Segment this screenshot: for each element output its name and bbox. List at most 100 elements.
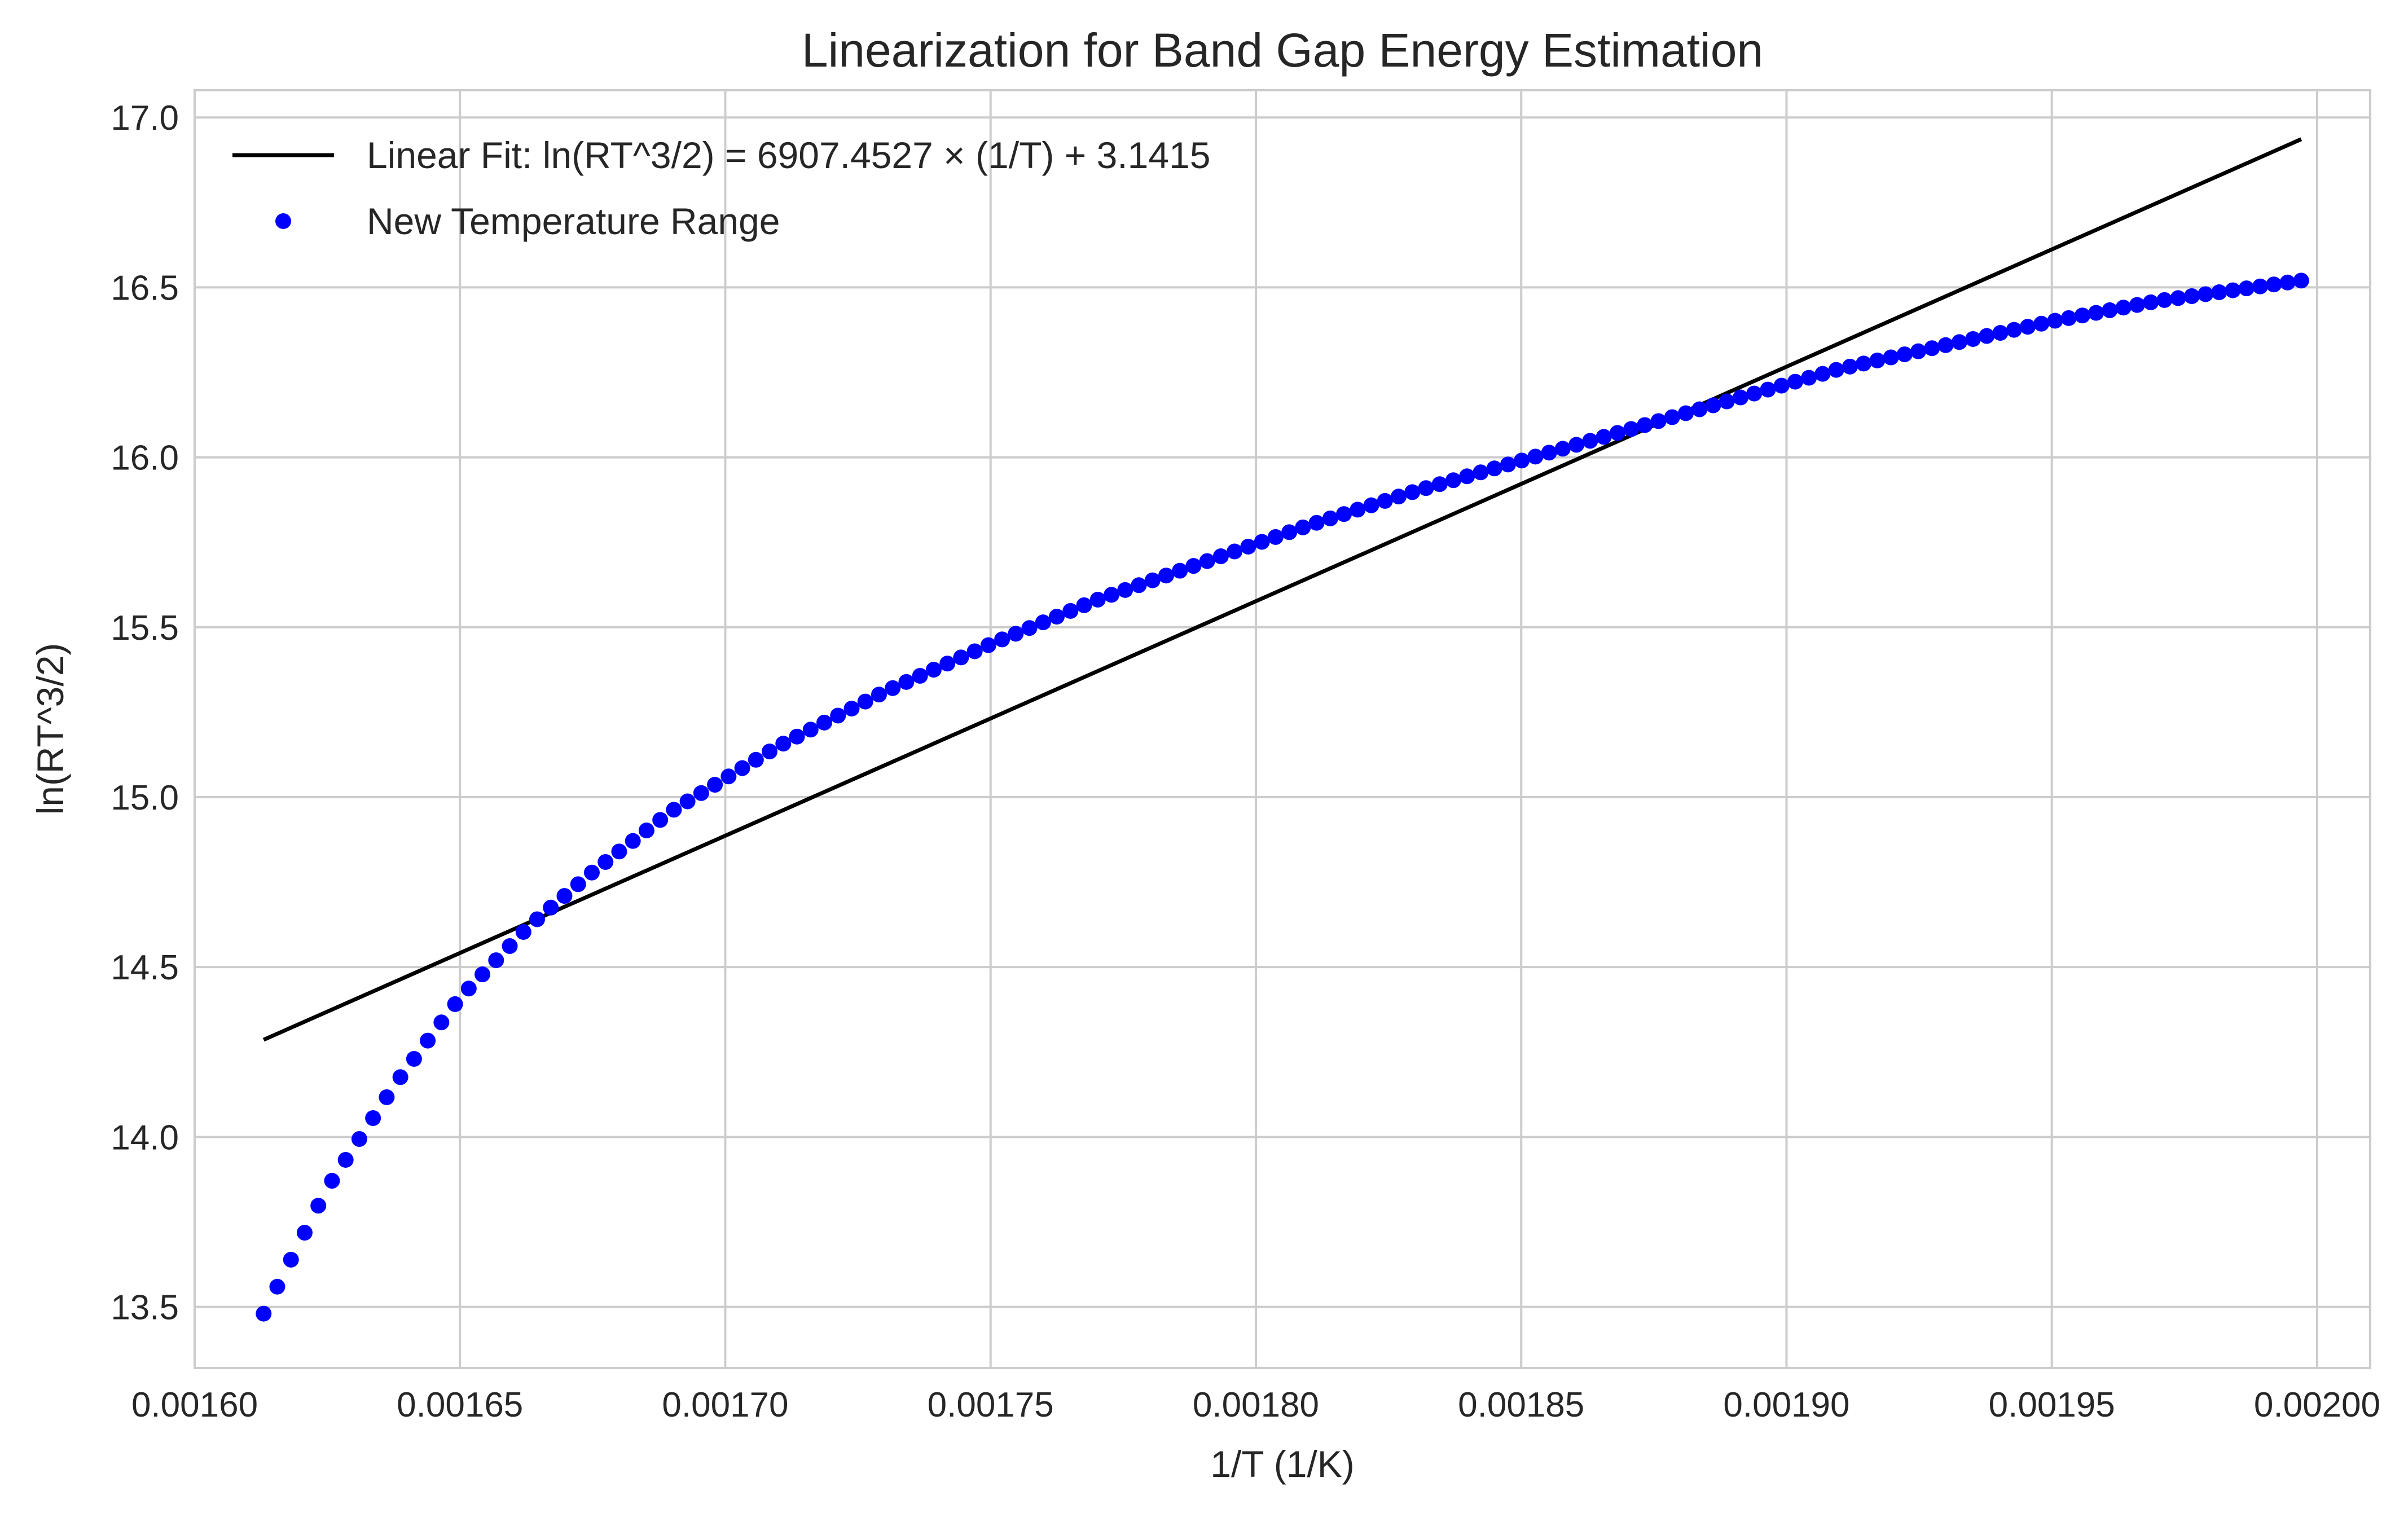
series bbox=[256, 137, 2309, 1322]
data-point bbox=[885, 680, 901, 696]
data-point bbox=[2170, 290, 2186, 306]
data-point bbox=[1814, 366, 1831, 382]
data-point bbox=[1596, 429, 1612, 445]
data-point bbox=[1896, 346, 1913, 363]
x-tick-label: 0.00165 bbox=[397, 1386, 523, 1424]
data-point bbox=[1158, 568, 1174, 584]
data-point bbox=[1021, 620, 1038, 636]
data-point bbox=[420, 1032, 436, 1049]
data-point bbox=[1691, 401, 1708, 417]
data-point bbox=[1568, 437, 1585, 453]
data-point bbox=[1267, 529, 1284, 545]
data-point bbox=[1760, 381, 1776, 398]
y-axis-label: ln(RT^3/2) bbox=[29, 643, 71, 815]
data-point bbox=[2198, 286, 2214, 302]
y-tick-label: 14.0 bbox=[111, 1118, 179, 1157]
data-point bbox=[556, 888, 573, 904]
data-point bbox=[1500, 456, 1516, 473]
data-point bbox=[269, 1278, 285, 1295]
data-point bbox=[1719, 393, 1735, 410]
x-ticks: 0.00160 0.00165 0.00170 0.00175 0.00180 0.001… bbox=[131, 1386, 2380, 1424]
data-point bbox=[1910, 343, 1927, 359]
data-point bbox=[1732, 389, 1748, 406]
data-point bbox=[1227, 543, 1243, 560]
data-point bbox=[597, 854, 614, 870]
data-point bbox=[1856, 355, 1872, 372]
data-point bbox=[1842, 358, 1858, 375]
data-point bbox=[1336, 506, 1352, 522]
data-point bbox=[1514, 452, 1530, 469]
x-tick-label: 0.00200 bbox=[2254, 1386, 2380, 1424]
data-point bbox=[1951, 334, 1967, 350]
data-point bbox=[1527, 448, 1544, 465]
data-point bbox=[1609, 425, 1625, 441]
x-tick-label: 0.00160 bbox=[131, 1386, 258, 1424]
data-point bbox=[433, 1014, 450, 1031]
data-point bbox=[570, 876, 586, 892]
data-point bbox=[2238, 280, 2255, 297]
data-point bbox=[966, 643, 983, 659]
data-point bbox=[1486, 460, 1502, 477]
data-point bbox=[2074, 307, 2090, 324]
data-point bbox=[679, 793, 696, 810]
x-axis-label: 1/T (1/K) bbox=[1210, 1443, 1355, 1485]
data-point bbox=[1924, 340, 1940, 357]
data-point bbox=[1705, 397, 1721, 414]
data-point bbox=[406, 1050, 422, 1067]
data-point bbox=[447, 996, 463, 1012]
data-point bbox=[1404, 484, 1421, 500]
data-point bbox=[1104, 587, 1120, 603]
data-point bbox=[283, 1251, 299, 1268]
data-point bbox=[912, 667, 928, 684]
data-point bbox=[1350, 502, 1366, 518]
data-point bbox=[365, 1110, 381, 1126]
data-point bbox=[1254, 534, 1270, 550]
plot-frame bbox=[194, 89, 2371, 1369]
y-tick-label: 16.5 bbox=[111, 269, 179, 307]
data-point bbox=[638, 823, 654, 839]
legend-series-swatch bbox=[275, 213, 291, 229]
data-point bbox=[652, 812, 669, 828]
data-point bbox=[898, 674, 915, 690]
data-point bbox=[830, 707, 846, 724]
data-point bbox=[1172, 562, 1188, 579]
legend-fit-line-label: Linear Fit: ln(RT^3/2) = 6907.4527 × (1/… bbox=[367, 134, 1210, 176]
x-tick-label: 0.00175 bbox=[928, 1386, 1054, 1424]
data-point bbox=[2266, 276, 2282, 293]
data-point bbox=[1144, 572, 1161, 588]
data-point bbox=[460, 980, 477, 997]
data-point bbox=[2156, 292, 2173, 308]
data-point bbox=[515, 924, 531, 940]
fit-line bbox=[262, 137, 2302, 1042]
data-point bbox=[337, 1151, 354, 1168]
data-point bbox=[1391, 489, 1407, 505]
data-point bbox=[1883, 349, 1899, 366]
data-point bbox=[816, 714, 833, 731]
data-point bbox=[1062, 603, 1079, 619]
data-point bbox=[1049, 609, 1065, 625]
data-point bbox=[1965, 331, 1981, 347]
data-point bbox=[1801, 370, 1817, 386]
data-point bbox=[1637, 417, 1653, 433]
data-point bbox=[1773, 377, 1790, 394]
data-point bbox=[2293, 272, 2309, 289]
data-point bbox=[1473, 464, 1489, 481]
data-point bbox=[1554, 441, 1571, 457]
x-tick-label: 0.00185 bbox=[1458, 1386, 1584, 1424]
data-point bbox=[939, 656, 956, 672]
data-point bbox=[1308, 515, 1325, 531]
data-point bbox=[1199, 553, 1215, 569]
data-point bbox=[256, 1305, 272, 1322]
data-point bbox=[543, 899, 559, 916]
data-point bbox=[1979, 328, 1995, 344]
data-point bbox=[1623, 421, 1640, 437]
data-point bbox=[2088, 305, 2104, 321]
data-point bbox=[1746, 385, 1763, 402]
data-point bbox=[857, 693, 873, 710]
x-tick-label: 0.00170 bbox=[662, 1386, 788, 1424]
data-point bbox=[666, 802, 682, 818]
data-point bbox=[1431, 476, 1448, 493]
x-tick-label: 0.00195 bbox=[1989, 1386, 2115, 1424]
data-point bbox=[1089, 591, 1106, 608]
